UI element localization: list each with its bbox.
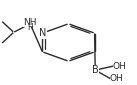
Text: NH: NH <box>23 18 37 27</box>
Text: B: B <box>92 65 99 75</box>
Text: OH: OH <box>110 74 123 83</box>
Text: H: H <box>27 23 33 32</box>
Text: OH: OH <box>112 62 126 71</box>
Text: N: N <box>39 28 46 38</box>
